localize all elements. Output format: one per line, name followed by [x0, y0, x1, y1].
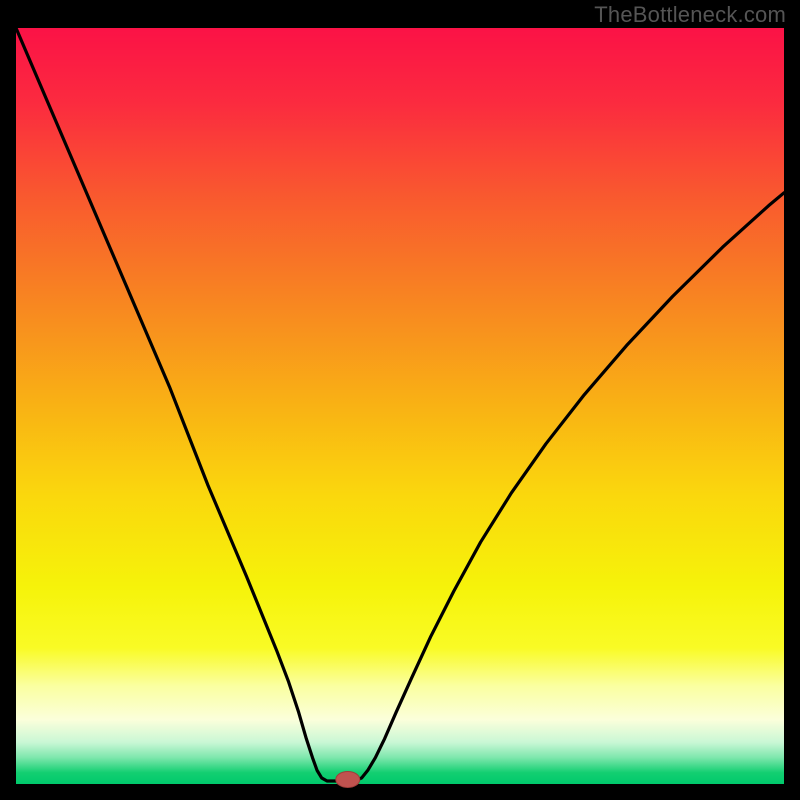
watermark-text: TheBottleneck.com [594, 2, 786, 28]
plot-area [16, 28, 784, 784]
bottleneck-curve [16, 28, 784, 781]
outer-frame: TheBottleneck.com [0, 0, 800, 800]
curve-layer [16, 28, 784, 784]
optimum-marker [336, 771, 360, 787]
